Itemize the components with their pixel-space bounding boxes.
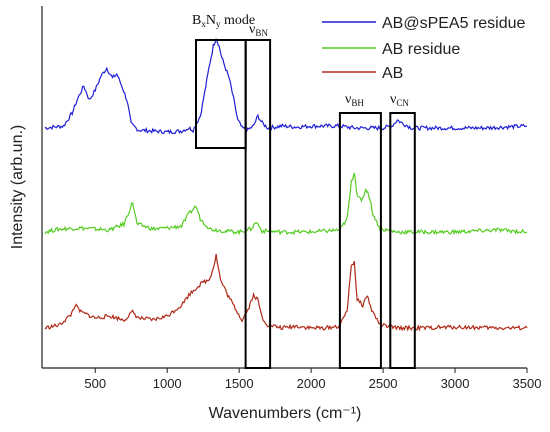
series-line-ab: [44, 253, 528, 332]
annotation-boxes: [195, 39, 416, 369]
v-cn-box: [389, 112, 416, 369]
x-tick-label: 2000: [297, 376, 326, 391]
v-bn-box: [244, 39, 272, 369]
series-line-ab-residue: [44, 172, 528, 236]
annotation-v-bn: νBN: [249, 22, 268, 38]
annotation-v-bh: νBH: [345, 92, 364, 108]
v-bh-box: [338, 112, 382, 369]
annotation-v-cn: νCN: [390, 92, 409, 108]
x-tick-label: 3000: [441, 376, 470, 391]
legend-label-ab: AB: [382, 65, 403, 82]
y-axis-title: Intensity (arb.un.): [9, 125, 26, 250]
x-tick-label: 500: [84, 376, 106, 391]
legend-label-ab-speal5: AB@sPEA5 residue: [382, 15, 526, 32]
x-axis-title: Wavenumbers (cm⁻¹): [209, 405, 362, 422]
x-tick-label: 1500: [225, 376, 254, 391]
series-group: [44, 37, 528, 332]
legend: AB@sPEA5 residue AB residue AB: [322, 15, 526, 82]
annotation-bxny-mode: BxNy mode: [192, 13, 255, 29]
plot-frame: [41, 6, 527, 369]
series-line-ab-spea5-residue: [44, 37, 528, 135]
x-tick-label: 3500: [513, 376, 542, 391]
x-tick-label: 2500: [369, 376, 398, 391]
x-ticks: 500 1000 1500 2000 2500 3000 3500: [84, 368, 541, 391]
legend-label-ab-residue: AB residue: [382, 41, 460, 58]
x-tick-label: 1000: [153, 376, 182, 391]
